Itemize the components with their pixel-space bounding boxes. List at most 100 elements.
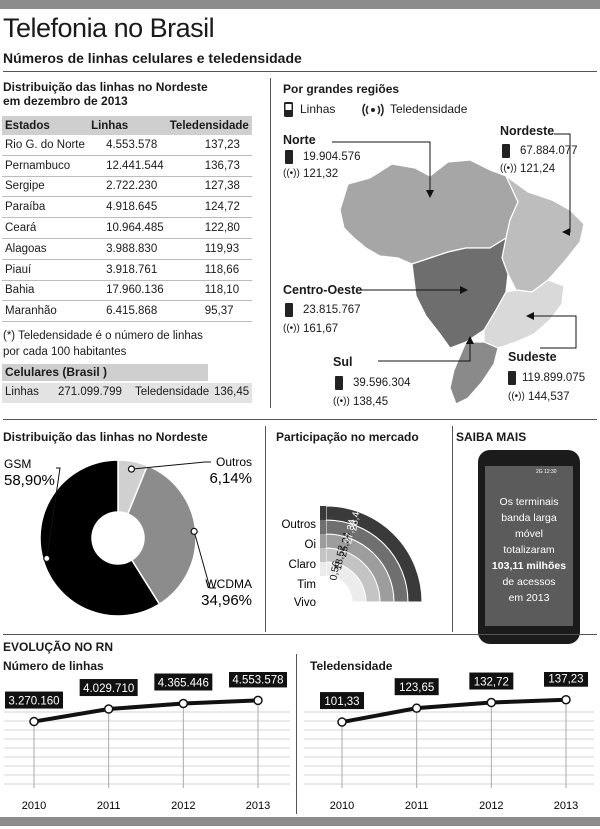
states-table: Estados Linhas Teledensidade Rio G. do N… xyxy=(2,116,252,323)
divider xyxy=(270,78,271,408)
region-linhas: 19.904.576 xyxy=(283,150,393,164)
legend-teledensidade-label: Teledensidade xyxy=(390,102,468,116)
divider xyxy=(3,71,597,72)
divider xyxy=(452,426,453,632)
data-label: 137,23 xyxy=(544,672,588,687)
region-card-sudeste: Sudeste 119.899.075 ((•)) 144,537 xyxy=(508,350,600,403)
celulares-linhas-value: 271.099.799 xyxy=(58,386,122,398)
svg-text:123,65: 123,65 xyxy=(399,682,434,694)
data-label: 4.029.710 xyxy=(79,679,138,697)
market-category-label: Vivo xyxy=(294,597,316,609)
table-row: Maranhão 6.415.868 95,37 xyxy=(2,300,252,323)
legend-icons xyxy=(284,102,384,117)
signal-icon: ((•)) xyxy=(283,168,300,179)
note-line1: (*) Teledensidade é o número de linhas xyxy=(3,330,203,342)
state-name: Paraíba xyxy=(2,196,89,219)
bottom-rule xyxy=(0,817,600,826)
col-header-teledensidade: Teledensidade xyxy=(166,116,252,135)
phone-icon xyxy=(284,102,293,117)
teledens-chart: 2010 2011 2012 2013 101,33 123,65 132,72 137,23 xyxy=(304,672,594,812)
table-row: Bahia 17.960.136 118,10 xyxy=(2,280,252,302)
data-point xyxy=(337,717,347,727)
region-name: Sudeste xyxy=(508,350,557,364)
table-row: Rio G. do Norte 4.553.578 137,23 xyxy=(2,135,252,156)
donut-slice-gsm xyxy=(39,459,161,617)
evolucao-title: EVOLUÇÃO NO RN xyxy=(3,640,114,654)
data-point xyxy=(178,698,189,709)
region-card-centro-oeste: Centro-Oeste 23.815.767 ((•)) 161,67 xyxy=(283,283,393,335)
phone-icon xyxy=(508,371,516,385)
state-lines: 6.415.868 xyxy=(88,300,167,323)
signal-icon xyxy=(362,103,384,117)
table-title-line1: Distribuição das linhas no Nordeste xyxy=(3,80,208,94)
donut-label-value: 34,96% xyxy=(201,592,252,609)
data-point xyxy=(29,716,39,727)
top-rule xyxy=(0,0,600,9)
celulares-brasil-box: Celulares (Brasil ) Linhas 271.099.799 T… xyxy=(2,364,252,404)
region-card-sul: Sul 39.596.304 ((•)) 138,45 xyxy=(333,355,443,408)
note-line2: por cada 100 habitantes xyxy=(3,346,127,358)
data-point xyxy=(486,697,497,708)
region-linhas: 119.899.075 xyxy=(508,371,600,385)
phone-text-line: móvel xyxy=(514,528,543,540)
region-linhas-value: 119.899.075 xyxy=(522,372,586,384)
region-teledensidade-value: 121,32 xyxy=(303,168,339,180)
celulares-linhas-label: Linhas xyxy=(5,386,39,398)
leader-line xyxy=(46,467,61,559)
x-tick-label: 2011 xyxy=(405,800,429,812)
phone-text-line: em 2013 xyxy=(508,592,550,604)
teledensity-note: (*) Teledensidade é o número de linhas p… xyxy=(3,328,203,360)
col-header-linhas: Linhas xyxy=(88,116,167,135)
state-name: Pernambuco xyxy=(2,155,89,177)
phone-status-signal: 2G xyxy=(536,469,543,475)
region-teledensidade-value: 138,45 xyxy=(353,396,389,408)
state-teledensity: 118,10 xyxy=(166,280,252,302)
table-row: Paraíba 4.918.645 124,72 xyxy=(2,196,252,219)
state-name: Ceará xyxy=(2,217,89,239)
svg-text:4.029.710: 4.029.710 xyxy=(83,683,134,695)
phone-illustration: 2G 12:30 Os terminais banda larga móvel … xyxy=(478,450,580,644)
x-tick-label: 2011 xyxy=(97,800,121,812)
leader-line xyxy=(131,461,211,470)
phone-status-time: 12:30 xyxy=(544,469,557,475)
lines-chart: 2010 2011 2012 2013 3.270.160 4.029.710 4.365.… xyxy=(4,672,290,812)
x-tick-label: 2013 xyxy=(554,800,578,812)
svg-text:4.365.446: 4.365.446 xyxy=(158,678,209,690)
data-label: 4.553.578 xyxy=(229,672,287,688)
market-value-label: 25,34 xyxy=(338,531,353,558)
svg-text:3.270.160: 3.270.160 xyxy=(8,696,59,708)
phone-text-line: totalizaram xyxy=(503,544,555,556)
state-teledensity: 95,37 xyxy=(166,300,252,323)
market-title: Participação no mercado xyxy=(276,430,419,444)
data-point xyxy=(253,695,263,706)
data-label: 132,72 xyxy=(469,672,514,690)
region-name: Centro-Oeste xyxy=(283,283,363,297)
x-tick-label: 2010 xyxy=(22,800,46,812)
table-row: Piauí 3.918.761 118,66 xyxy=(2,259,252,281)
callout-lines xyxy=(332,133,577,362)
svg-text:132,72: 132,72 xyxy=(474,677,509,689)
table-title-line2: em dezembro de 2013 xyxy=(3,94,128,108)
region-name: Norte xyxy=(283,133,316,147)
region-linhas-value: 19.904.576 xyxy=(303,151,361,163)
region-name: Sul xyxy=(333,355,353,369)
region-card-norte: Norte 19.904.576 ((•)) 121,32 xyxy=(283,133,393,180)
page-subtitle: Números de linhas celulares e teledensid… xyxy=(3,50,302,66)
region-teledensidade: ((•)) 121,24 xyxy=(500,163,600,175)
market-value-label: 18,52 xyxy=(333,544,348,571)
state-name: Maranhão xyxy=(2,300,89,323)
phone-icon xyxy=(285,150,293,164)
region-linhas: 39.596.304 xyxy=(333,376,443,390)
state-name: Rio G. do Norte xyxy=(2,135,89,156)
state-lines: 12.441.544 xyxy=(88,155,167,177)
divider xyxy=(3,634,597,635)
region-teledensidade-value: 121,24 xyxy=(520,163,556,175)
signal-icon: ((•)) xyxy=(500,163,517,174)
state-name: Piauí xyxy=(2,259,89,281)
state-name: Bahia xyxy=(2,280,89,302)
phone-icon xyxy=(502,144,510,158)
donut-label-name: Outros xyxy=(216,455,252,469)
region-sudeste xyxy=(483,279,565,349)
state-name: Alagoas xyxy=(2,238,89,260)
divider xyxy=(265,426,266,632)
